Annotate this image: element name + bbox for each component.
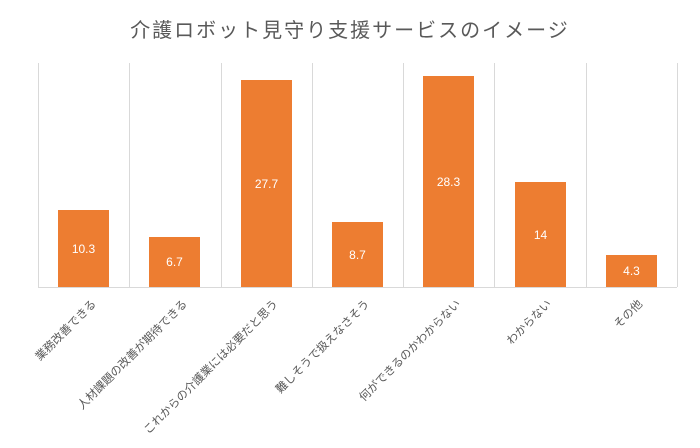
gridline (129, 63, 130, 287)
gridline (312, 63, 313, 287)
x-tick-label: その他 (611, 296, 646, 332)
chart-title: 介護ロボット見守り支援サービスのイメージ (130, 18, 570, 42)
x-tick-label: 業務改善できる (31, 296, 99, 364)
bar: 10.3 (58, 210, 109, 287)
data-label: 28.3 (436, 174, 461, 189)
x-tick-label: 難しそうで扱えなさそう (272, 296, 372, 397)
x-axis-line (38, 287, 677, 288)
data-label: 8.7 (349, 247, 366, 262)
bar: 4.3 (606, 255, 657, 287)
x-tick-label: 何ができるのかわからない (355, 296, 464, 405)
data-label: 10.3 (71, 241, 96, 256)
gridline (221, 63, 222, 287)
gridline (38, 63, 39, 287)
bar: 14 (515, 182, 566, 287)
gridline (494, 63, 495, 287)
data-label: 27.7 (254, 176, 279, 191)
bar: 8.7 (332, 222, 383, 287)
gridline (403, 63, 404, 287)
bar: 28.3 (423, 76, 474, 287)
data-label: 4.3 (623, 264, 640, 278)
data-label: 14 (533, 227, 548, 242)
gridline (586, 63, 587, 287)
plot-area: 10.3 6.7 27.7 8.7 28.3 14 4.3 (38, 63, 678, 288)
data-label: 6.7 (166, 255, 183, 269)
bar: 27.7 (241, 80, 292, 287)
gridline (677, 63, 678, 287)
x-tick-label: わからない (503, 296, 555, 348)
bar: 6.7 (149, 237, 200, 287)
